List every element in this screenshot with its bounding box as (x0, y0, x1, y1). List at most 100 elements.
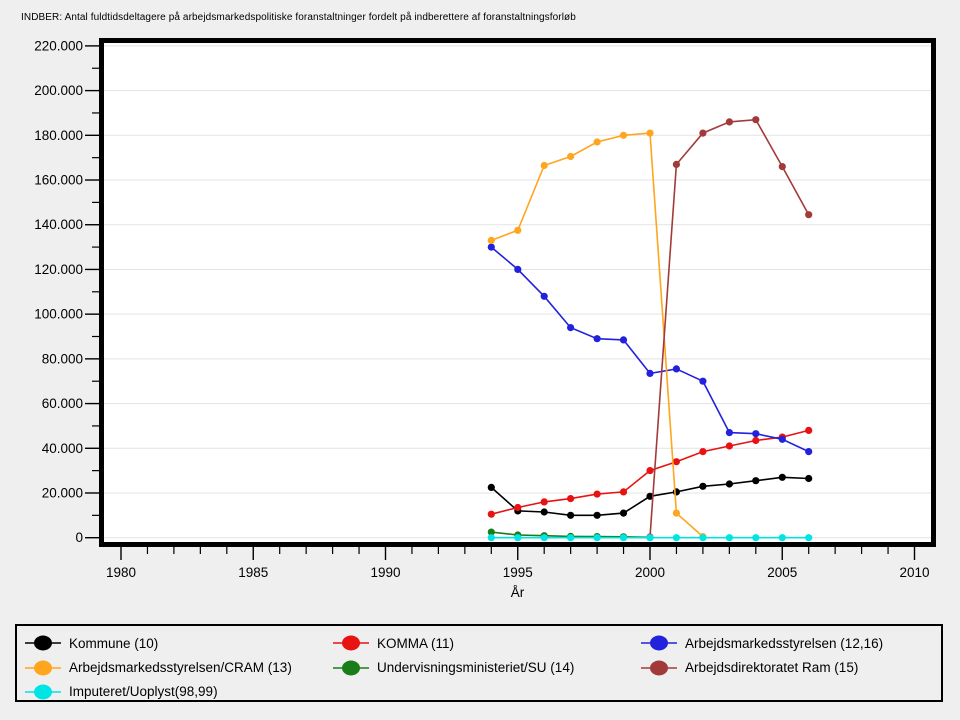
data-point-marker (672, 160, 681, 168)
data-point-marker (646, 129, 654, 137)
data-point-marker (540, 508, 548, 516)
legend-item-label: Arbejdsmarkedsstyrelsen (12,16) (685, 635, 884, 651)
legend-marker-icon (641, 635, 677, 651)
data-point-marker (487, 243, 495, 251)
data-point-marker (805, 448, 813, 456)
data-point-marker (619, 336, 628, 344)
data-point-marker (593, 490, 601, 498)
legend: Kommune (10) KOMMA (11) Arbejdsmarkedsstyr… (15, 624, 943, 702)
data-point-marker (619, 131, 628, 139)
data-point-marker (725, 118, 734, 126)
data-point-marker (567, 152, 575, 161)
data-point-marker (752, 116, 760, 124)
legend-item-label: Undervisningsministeriet/SU (14) (377, 660, 575, 675)
y-tick-label: 60.000 (42, 396, 83, 411)
data-point-marker (540, 292, 548, 300)
data-point-marker (514, 534, 522, 542)
data-point-marker (646, 369, 654, 377)
y-tick-label: 20.000 (42, 485, 83, 500)
data-point-marker (487, 528, 495, 536)
data-point-marker (805, 474, 813, 483)
data-point-marker (725, 442, 734, 450)
y-tick-label: 40.000 (42, 441, 83, 456)
data-point-marker (487, 510, 495, 518)
data-point-marker (487, 534, 495, 542)
legend-marker-icon (25, 684, 61, 699)
data-point-marker (699, 448, 707, 456)
chart-title: INDBER: Antal fuldtidsdeltagere på arbej… (21, 12, 576, 23)
data-point-marker (699, 482, 707, 490)
x-tick-label: 1995 (503, 565, 533, 580)
y-tick-label: 180.000 (34, 128, 83, 143)
data-point-marker (805, 426, 813, 434)
data-point-marker (567, 511, 575, 519)
data-point-marker (725, 429, 734, 437)
data-point-marker (752, 477, 760, 485)
data-point-marker (487, 483, 495, 491)
data-point-marker (805, 211, 813, 219)
legend-item-label: KOMMA (11) (377, 635, 455, 651)
series-komma-11- (487, 426, 813, 518)
y-tick-label: 140.000 (34, 217, 83, 232)
data-point-marker (514, 503, 522, 512)
series-arbejdsmarkedsstyrelsen-12-16- (487, 243, 813, 456)
data-point-marker (778, 534, 786, 542)
data-point-marker (593, 138, 601, 146)
x-axis: 1980 1985 1990 1995 2000 2005 2010 (106, 547, 930, 580)
legend-item: Kommune (10) (25, 633, 158, 653)
data-point-marker (672, 458, 681, 466)
series-layer (487, 116, 813, 542)
data-point-marker (672, 534, 681, 542)
legend-item: Arbejdsmarkedsstyrelsen/CRAM (13) (25, 658, 292, 678)
y-tick-label: 160.000 (34, 173, 83, 188)
legend-marker-icon (25, 635, 61, 651)
legend-marker-icon (25, 660, 61, 675)
y-axis: 0 20.000 40.000 60.000 80.000 100.000 120.000 1… (34, 38, 99, 545)
data-point-marker (593, 511, 601, 519)
legend-marker-icon (641, 660, 677, 675)
x-tick-label: 2000 (635, 565, 665, 580)
data-point-marker (487, 236, 495, 244)
legend-item: Imputeret/Uoplyst(98,99) (25, 682, 218, 702)
y-tick-label: 120.000 (34, 262, 83, 277)
x-tick-label: 2005 (767, 565, 797, 580)
data-point-marker (778, 473, 786, 481)
series-imputeret-uoplyst-98-99- (487, 534, 813, 542)
data-point-marker (752, 430, 760, 438)
data-point-marker (672, 365, 681, 373)
data-point-marker (514, 265, 522, 273)
legend-marker-icon (333, 635, 369, 651)
data-point-marker (593, 335, 601, 343)
data-point-marker (778, 435, 786, 443)
data-point-marker (540, 161, 548, 170)
y-tick-label: 0 (75, 530, 83, 545)
legend-item-label: Kommune (10) (69, 635, 159, 651)
data-point-marker (540, 534, 548, 542)
data-point-marker (619, 534, 628, 542)
data-point-marker (672, 509, 681, 517)
plot-area: 0 20.000 40.000 60.000 80.000 100.000 120.000 1… (34, 38, 936, 580)
data-point-marker (540, 498, 548, 506)
x-tick-label: 2010 (899, 565, 929, 580)
data-point-marker (778, 163, 786, 171)
legend-item: Arbejdsmarkedsstyrelsen (12,16) (641, 633, 883, 653)
plot-frame (99, 38, 936, 547)
legend-item-label: Imputeret/Uoplyst(98,99) (69, 684, 218, 699)
data-point-marker (593, 534, 601, 542)
legend-item-label: Arbejdsdirektoratet Ram (15) (685, 660, 859, 675)
x-axis-title: År (510, 585, 525, 600)
data-point-marker (646, 534, 654, 542)
legend-marker-icon (333, 660, 369, 675)
y-tick-label: 80.000 (42, 351, 83, 366)
data-point-marker (725, 534, 734, 542)
data-point-marker (752, 436, 760, 445)
data-point-marker (805, 534, 813, 542)
data-point-marker (646, 492, 654, 500)
data-point-marker (619, 488, 628, 496)
legend-item: Undervisningsministeriet/SU (14) (333, 658, 574, 678)
plot-background (99, 38, 936, 547)
data-point-marker (699, 534, 707, 542)
x-tick-label: 1980 (106, 565, 136, 580)
data-point-marker (752, 534, 760, 542)
